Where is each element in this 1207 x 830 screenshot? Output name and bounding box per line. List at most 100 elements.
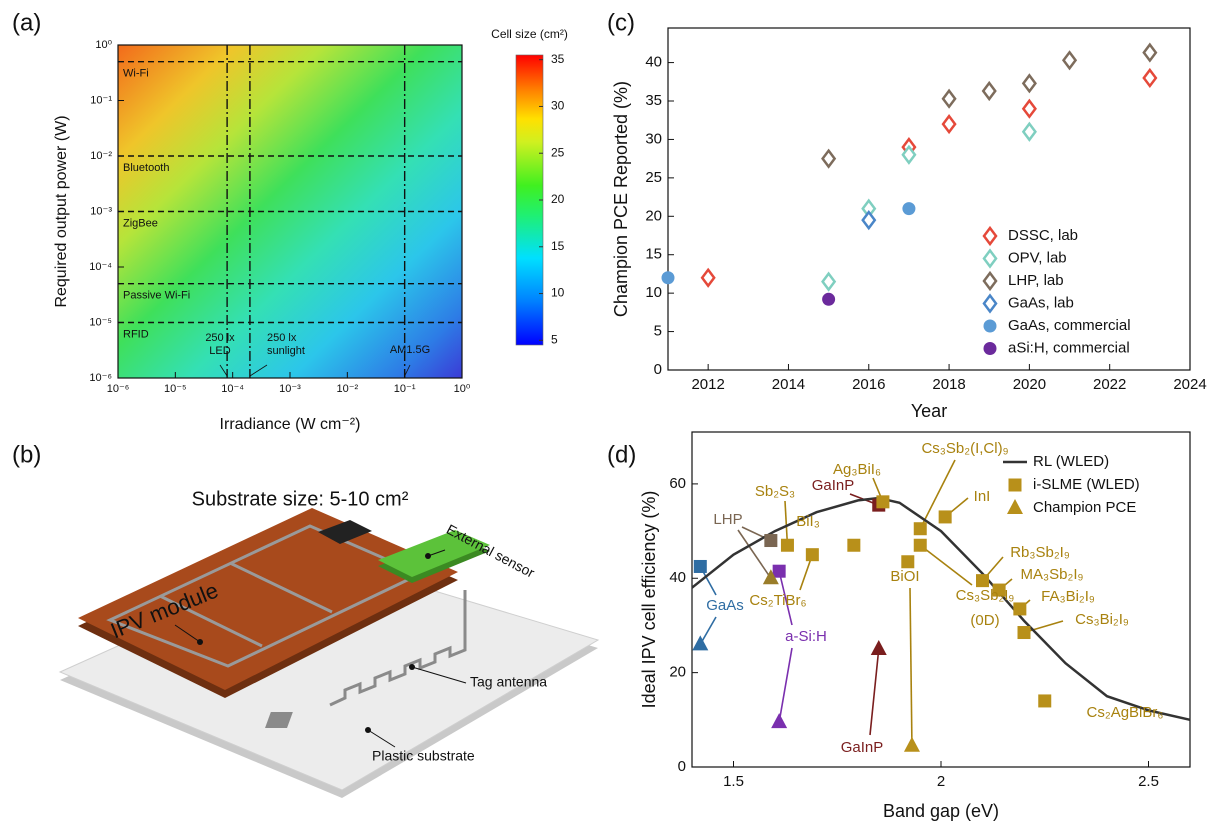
x-axis-label: Band gap (eV) bbox=[883, 801, 999, 821]
annotation-leader bbox=[699, 616, 717, 645]
data-point bbox=[1038, 694, 1052, 708]
annotation: Cs₂AgBiBr₆ bbox=[1087, 704, 1164, 721]
x-tick-label: 10⁻³ bbox=[279, 383, 301, 395]
annotation: Cs₃Sb₂(I,Cl)₉ bbox=[921, 440, 1008, 457]
panel-label: (a) bbox=[12, 9, 41, 36]
x-tick-label: 10⁻⁶ bbox=[107, 383, 130, 395]
leader-dot bbox=[365, 727, 371, 733]
legend-label: Champion PCE bbox=[1033, 499, 1136, 516]
y-tick-label: 0 bbox=[678, 758, 686, 775]
annotation: Ag₃BiI₆ bbox=[833, 461, 881, 478]
annotation: BiI₃ bbox=[796, 513, 820, 530]
irradiance-label: 250 lx bbox=[267, 332, 297, 344]
legend-label: LHP, lab bbox=[1008, 272, 1064, 289]
y-tick-label: 30 bbox=[645, 130, 662, 147]
y-tick-label: 35 bbox=[645, 92, 662, 109]
data-point bbox=[901, 144, 917, 165]
colorbar-tick-label: 15 bbox=[551, 239, 565, 253]
annotation: LHP bbox=[713, 511, 742, 528]
annotation: Cs₃Sb₂I₉ bbox=[956, 587, 1015, 604]
x-axis-label: Year bbox=[911, 401, 947, 421]
data-point bbox=[938, 510, 952, 524]
data-point bbox=[700, 267, 716, 288]
panel-label: (c) bbox=[607, 9, 635, 36]
y-tick-label: 15 bbox=[645, 246, 662, 263]
data-point bbox=[913, 538, 927, 552]
y-tick-label: 40 bbox=[669, 569, 686, 586]
data-point bbox=[941, 113, 957, 135]
annotation: GaInP bbox=[841, 739, 884, 756]
irradiance-label: sunlight bbox=[267, 345, 305, 357]
data-point bbox=[771, 713, 788, 729]
data-point bbox=[821, 271, 837, 292]
irradiance-arrow bbox=[249, 364, 268, 377]
leader bbox=[411, 666, 467, 684]
x-tick-label: 10⁻¹ bbox=[394, 383, 416, 395]
legend-label: i-SLME (WLED) bbox=[1033, 476, 1140, 493]
data-point bbox=[1013, 602, 1027, 616]
legend-label: GaAs, lab bbox=[1008, 294, 1074, 311]
annotation: Cs₂TiBr₆ bbox=[749, 592, 806, 609]
data-point bbox=[693, 559, 707, 573]
y-tick-label: 10⁻³ bbox=[90, 205, 112, 217]
colorbar-tick-label: 20 bbox=[551, 192, 565, 206]
data-point bbox=[992, 583, 1006, 597]
legend-label: aSi:H, commercial bbox=[1008, 339, 1130, 356]
annotation: FA₃Bi₂I₉ bbox=[1041, 588, 1095, 605]
x-tick-label: 2018 bbox=[932, 376, 965, 393]
y-tick-label: 10 bbox=[645, 284, 662, 301]
legend-swatch bbox=[983, 342, 997, 355]
annotation: BiOI bbox=[890, 568, 919, 585]
annotation-leader bbox=[909, 587, 913, 746]
curve bbox=[691, 496, 1191, 722]
x-tick-label: 2024 bbox=[1173, 376, 1206, 393]
legend-swatch bbox=[982, 225, 998, 247]
data-point bbox=[1021, 73, 1037, 94]
threshold-label: RFID bbox=[123, 328, 149, 340]
leader bbox=[174, 624, 201, 643]
data-point bbox=[661, 271, 675, 285]
leader bbox=[367, 729, 396, 748]
y-tick-label: 10⁻² bbox=[90, 150, 112, 162]
x-tick-label: 10⁻² bbox=[336, 383, 358, 395]
colorbar-title: Cell size (cm²) bbox=[491, 27, 568, 41]
x-tick-label: 2.5 bbox=[1138, 773, 1159, 790]
colorbar-tick-label: 5 bbox=[551, 332, 558, 346]
irradiance-label: 250 lx bbox=[205, 332, 235, 344]
data-point bbox=[780, 538, 794, 552]
annotation-leader bbox=[919, 544, 973, 586]
legend-swatch bbox=[1008, 478, 1022, 492]
x-axis-label: Irradiance (W cm⁻²) bbox=[220, 416, 361, 433]
annotation: a-Si:H bbox=[785, 628, 827, 645]
y-tick-label: 0 bbox=[654, 361, 662, 378]
panel-label: (b) bbox=[12, 441, 41, 468]
legend-label: RL (WLED) bbox=[1033, 453, 1109, 470]
annotation: GaAs bbox=[706, 597, 744, 614]
data-point bbox=[1061, 50, 1078, 71]
data-point bbox=[1142, 67, 1158, 89]
leader-dot bbox=[409, 664, 415, 670]
annotation-leader bbox=[778, 647, 793, 723]
annotation: Cs₃Bi₂I₉ bbox=[1075, 611, 1129, 628]
annotation: InI bbox=[974, 488, 991, 505]
annotation-leader bbox=[919, 459, 956, 530]
plot-frame bbox=[667, 27, 1191, 371]
y-axis-label: Ideal IPV cell efficiency (%) bbox=[639, 491, 659, 709]
y-tick-label: 5 bbox=[654, 323, 662, 340]
diagram-title: Substrate size: 5-10 cm² bbox=[192, 488, 409, 510]
data-point bbox=[861, 210, 877, 231]
legend-swatch bbox=[1007, 499, 1023, 514]
data-point bbox=[1021, 98, 1037, 119]
irradiance-arrow bbox=[404, 364, 411, 377]
x-tick-label: 2 bbox=[937, 773, 945, 790]
annotation: GaInP bbox=[812, 477, 855, 494]
x-tick-label: 2012 bbox=[691, 376, 724, 393]
data-point bbox=[764, 534, 778, 548]
x-tick-label: 2016 bbox=[852, 376, 885, 393]
data-point bbox=[913, 522, 927, 536]
leader bbox=[427, 549, 446, 557]
y-tick-label: 40 bbox=[645, 54, 662, 71]
y-tick-label: 25 bbox=[645, 169, 662, 186]
